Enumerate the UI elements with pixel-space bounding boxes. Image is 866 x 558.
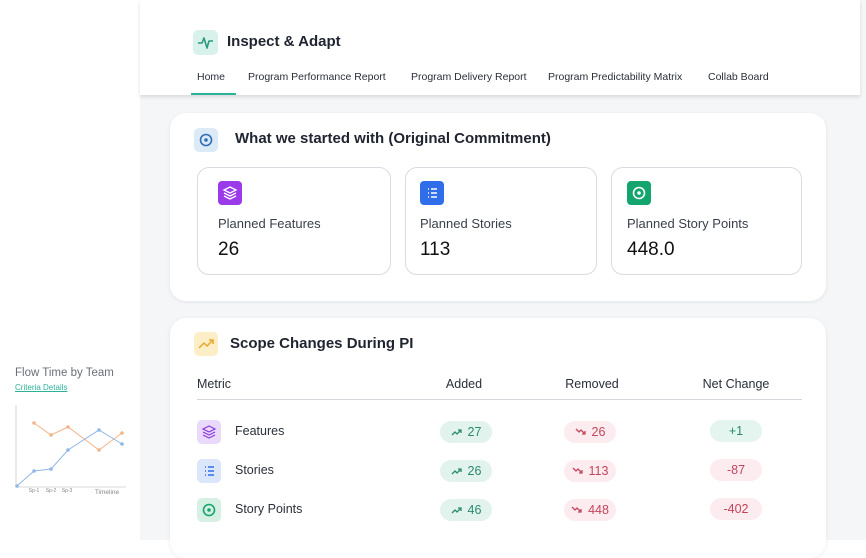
row-icon	[197, 498, 221, 527]
stat-icon	[627, 181, 651, 205]
stat-value: 448.0	[627, 239, 675, 260]
page: Flow Time by Team Criteria Details Sp-1 …	[15, 0, 860, 527]
stat-value: 26	[218, 239, 240, 260]
net-pill: -402	[710, 498, 762, 520]
metric-name: Features	[235, 424, 284, 438]
added-pill: 46	[440, 499, 492, 521]
x-tick: Sp-1	[29, 488, 40, 494]
net-pill-text: +1	[728, 424, 744, 438]
side-chart-title: Flow Time by Team	[15, 367, 114, 379]
removed-pill: 113	[564, 460, 616, 482]
scope-icon	[194, 332, 218, 356]
net-pill-text: -87	[726, 463, 746, 477]
header-icon	[193, 30, 218, 55]
header-divider	[197, 399, 802, 400]
row-icon-svg	[197, 420, 221, 444]
commitment-title: What we started with (Original Commitmen…	[235, 130, 551, 147]
tab[interactable]: Program Delivery Report	[411, 71, 527, 83]
row-icon	[197, 459, 221, 488]
stat-value: 113	[420, 239, 451, 260]
net-pill: +1	[710, 420, 762, 442]
column-header: Added	[445, 377, 483, 391]
metric-name-text: Features	[235, 424, 285, 438]
stat-card: Planned Stories 113	[405, 167, 597, 275]
added-pill-text: 46	[467, 503, 482, 517]
column-header: Removed	[565, 377, 619, 391]
removed-pill-text: 448	[588, 503, 609, 517]
row-icon	[197, 420, 221, 449]
tab[interactable]: Program Performance Report	[248, 71, 386, 83]
tab[interactable]: Program Predictability Matrix	[548, 71, 683, 83]
x-tick: Sp-2	[46, 488, 57, 494]
stat-icon	[218, 181, 242, 205]
header-title: Inspect & Adapt	[227, 33, 341, 50]
side-chart-link[interactable]: Criteria Details	[15, 383, 68, 392]
stat-label: Planned Stories	[420, 216, 512, 231]
tab[interactable]: Collab Board	[708, 71, 769, 83]
removed-pill: 448	[564, 499, 616, 521]
x-label: Timeline	[95, 489, 120, 496]
stat-label: Planned Story Points	[627, 216, 749, 231]
row-icon-svg	[197, 459, 221, 483]
added-pill-text: 26	[467, 464, 482, 478]
stat-card: Planned Story Points 448.0	[611, 167, 802, 275]
scope-title: Scope Changes During PI	[230, 335, 414, 352]
removed-pill-text: 26	[591, 425, 606, 439]
metric-name: Story Points	[235, 502, 302, 516]
row-icon-svg	[197, 498, 221, 522]
removed-pill: 26	[564, 421, 616, 443]
x-tick: Sp-3	[62, 488, 73, 494]
removed-pill-text: 113	[588, 464, 609, 478]
side-chart: Sp-1 Sp-2 Sp-3 Timeline	[15, 405, 126, 496]
added-pill: 26	[440, 460, 492, 482]
header	[140, 0, 860, 95]
column-header: Metric	[197, 377, 232, 391]
net-pill-text: -402	[723, 502, 749, 516]
metric-name: Stories	[235, 463, 274, 477]
active-tab-indicator	[191, 93, 236, 95]
column-header: Net Change	[702, 377, 770, 391]
stat-icon	[420, 181, 444, 205]
tab[interactable]: Home	[197, 71, 226, 83]
commitment-icon	[194, 128, 218, 152]
stat-card: Planned Features 26	[197, 167, 391, 275]
stat-label: Planned Features	[218, 216, 321, 231]
net-pill: -87	[710, 459, 762, 481]
metric-name-text: Story Points	[235, 502, 303, 516]
added-pill: 27	[440, 421, 492, 443]
metric-name-text: Stories	[235, 463, 274, 477]
added-pill-text: 27	[467, 425, 482, 439]
